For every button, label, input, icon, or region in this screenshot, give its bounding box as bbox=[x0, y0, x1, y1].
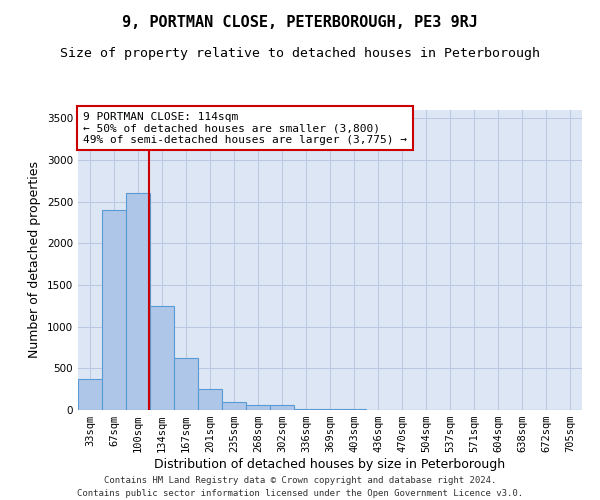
Bar bbox=[102, 210, 126, 410]
Bar bbox=[150, 306, 174, 410]
Bar bbox=[126, 194, 150, 410]
Bar bbox=[270, 406, 294, 410]
Text: 9 PORTMAN CLOSE: 114sqm
← 50% of detached houses are smaller (3,800)
49% of semi: 9 PORTMAN CLOSE: 114sqm ← 50% of detache… bbox=[83, 112, 407, 144]
X-axis label: Distribution of detached houses by size in Peterborough: Distribution of detached houses by size … bbox=[154, 458, 506, 471]
Y-axis label: Number of detached properties: Number of detached properties bbox=[28, 162, 41, 358]
Bar bbox=[78, 379, 102, 410]
Text: Size of property relative to detached houses in Peterborough: Size of property relative to detached ho… bbox=[60, 48, 540, 60]
Bar bbox=[318, 409, 342, 410]
Bar bbox=[342, 409, 366, 410]
Text: Contains HM Land Registry data © Crown copyright and database right 2024.: Contains HM Land Registry data © Crown c… bbox=[104, 476, 496, 485]
Bar bbox=[222, 402, 246, 410]
Bar bbox=[294, 409, 318, 410]
Bar bbox=[174, 358, 198, 410]
Bar bbox=[198, 389, 222, 410]
Text: Contains public sector information licensed under the Open Government Licence v3: Contains public sector information licen… bbox=[77, 489, 523, 498]
Text: 9, PORTMAN CLOSE, PETERBOROUGH, PE3 9RJ: 9, PORTMAN CLOSE, PETERBOROUGH, PE3 9RJ bbox=[122, 15, 478, 30]
Bar bbox=[246, 406, 270, 410]
